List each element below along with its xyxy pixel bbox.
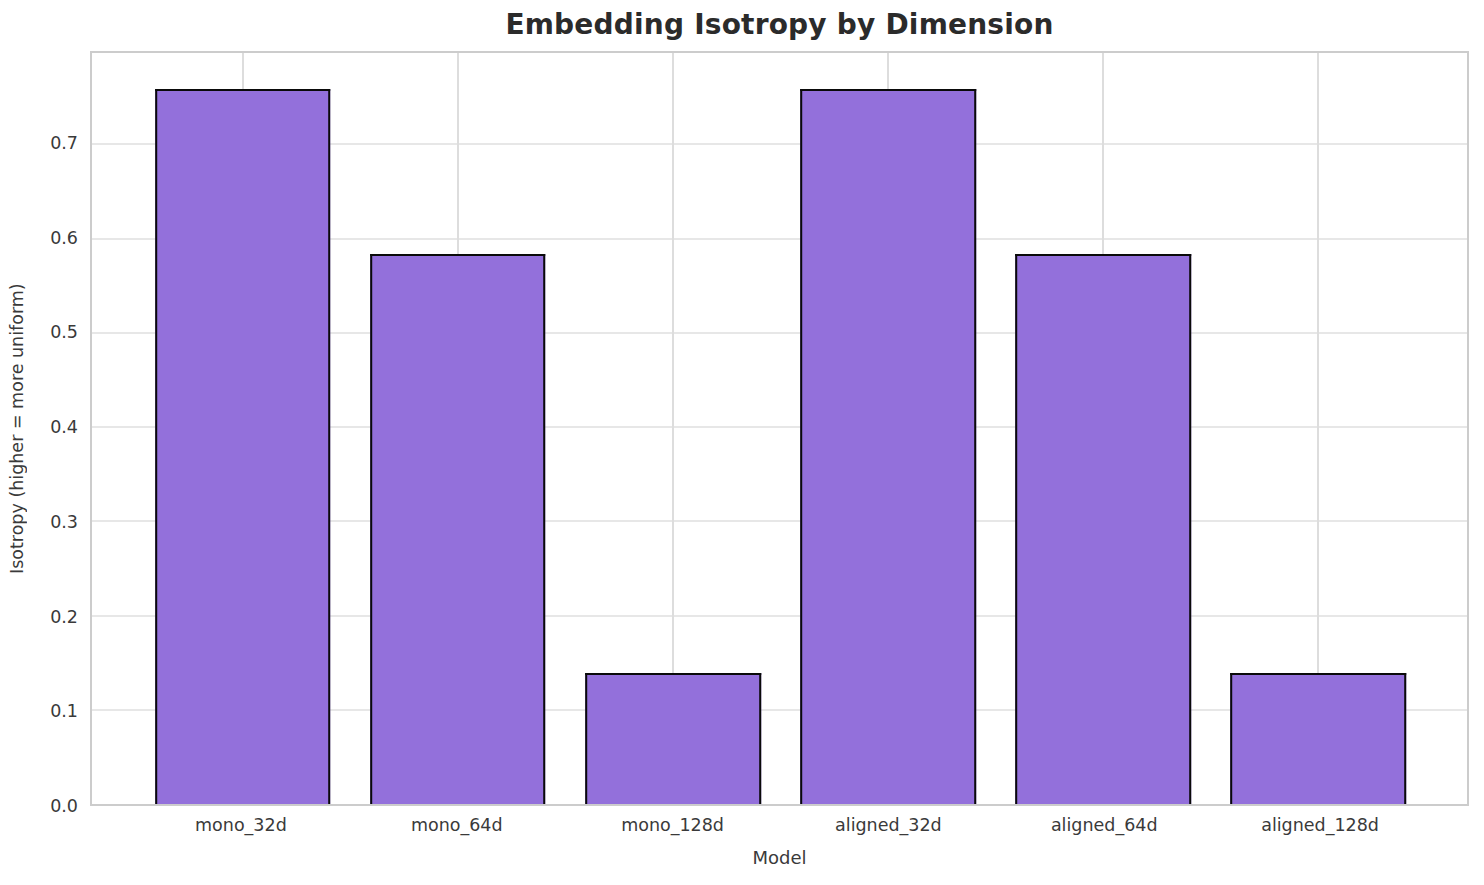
x-tick-label: mono_64d [349,815,565,835]
bar-aligned_32d [800,89,976,804]
y-tick-label: 0.0 [0,795,78,817]
y-tick-label: 0.1 [0,700,78,722]
bar-chart-figure: Embedding Isotropy by Dimension Isotropy… [0,0,1484,885]
x-tick-labels: mono_32dmono_64dmono_128daligned_32dalig… [133,815,1428,835]
x-tick-label: aligned_32d [780,815,996,835]
bar-slot-mono_64d [350,53,565,804]
bar-aligned_128d [1231,673,1407,804]
bar-mono_32d [155,89,331,804]
y-tick-label: 0.3 [0,511,78,533]
y-tick-label: 0.7 [0,132,78,154]
bar-slot-aligned_32d [781,53,996,804]
y-tick-labels: 0.00.10.20.30.40.50.60.7 [0,51,78,806]
x-tick-label: mono_128d [565,815,781,835]
plot-area [90,51,1469,806]
bar-aligned_64d [1015,254,1191,804]
x-tick-label: aligned_64d [996,815,1212,835]
chart-title: Embedding Isotropy by Dimension [90,8,1469,41]
y-tick-label: 0.4 [0,416,78,438]
x-tick-label: mono_32d [133,815,349,835]
bar-slots [92,53,1467,804]
bar-slot-mono_128d [565,53,780,804]
bar-slot-mono_32d [135,53,350,804]
y-tick-label: 0.2 [0,606,78,628]
bar-slot-aligned_128d [1211,53,1426,804]
bar-slot-aligned_64d [996,53,1211,804]
y-tick-label: 0.5 [0,321,78,343]
x-axis-label: Model [90,847,1469,868]
x-tick-label: aligned_128d [1212,815,1428,835]
bar-mono_128d [585,673,761,804]
y-tick-label: 0.6 [0,227,78,249]
bar-mono_64d [370,254,546,804]
